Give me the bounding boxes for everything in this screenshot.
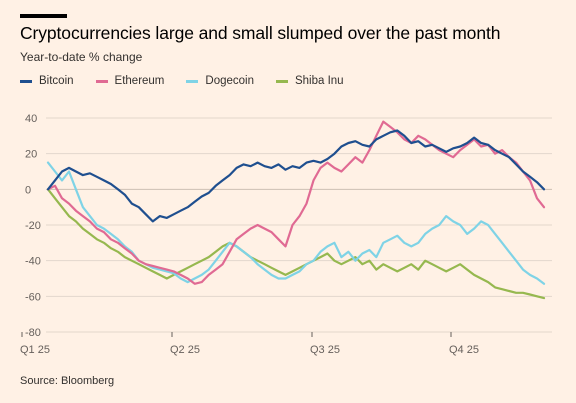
legend-item-dogecoin: Dogecoin [186, 75, 254, 87]
y-tick-label: 20 [25, 149, 37, 161]
y-tick-label: -80 [25, 327, 41, 339]
legend: Bitcoin Ethereum Dogecoin Shiba Inu [20, 75, 366, 87]
y-tick-label: -20 [25, 220, 41, 232]
top-rule [20, 14, 67, 18]
legend-swatch-bitcoin [20, 79, 32, 83]
line-chart: 40 20 0 -20 -40 -60 -80 Q1 25 Q2 25 Q3 25 Q4 25 [20, 113, 552, 356]
series-line-bitcoin [46, 129, 546, 223]
series-line-ethereum [46, 120, 546, 285]
legend-item-shiba-inu: Shiba Inu [275, 75, 344, 87]
legend-item-ethereum: Ethereum [95, 75, 165, 87]
series-line-dogecoin [46, 161, 546, 285]
y-tick-label: 0 [25, 184, 31, 196]
chart-subtitle: Year-to-date % change [20, 50, 143, 64]
y-tick-label: 40 [25, 113, 37, 125]
chart-title: Cryptocurrencies large and small slumped… [20, 23, 501, 43]
legend-label-bitcoin: Bitcoin [39, 75, 74, 87]
legend-label-shiba-inu: Shiba Inu [294, 75, 344, 87]
legend-swatch-dogecoin [186, 79, 199, 83]
x-tick-label: Q4 25 [449, 344, 479, 356]
legend-label-dogecoin: Dogecoin [205, 75, 254, 87]
series-line-shiba-inu [46, 188, 546, 300]
legend-swatch-ethereum [95, 79, 108, 83]
y-tick-label: -60 [25, 291, 41, 303]
legend-swatch-shiba-inu [275, 79, 288, 83]
x-tick-label: Q1 25 [20, 344, 50, 356]
legend-label-ethereum: Ethereum [114, 75, 165, 87]
x-tick-label: Q2 25 [170, 344, 200, 356]
y-tick-label: -40 [25, 256, 41, 268]
legend-item-bitcoin: Bitcoin [20, 75, 74, 87]
source-note: Source: Bloomberg [20, 375, 115, 387]
x-tick-label: Q3 25 [310, 344, 340, 356]
